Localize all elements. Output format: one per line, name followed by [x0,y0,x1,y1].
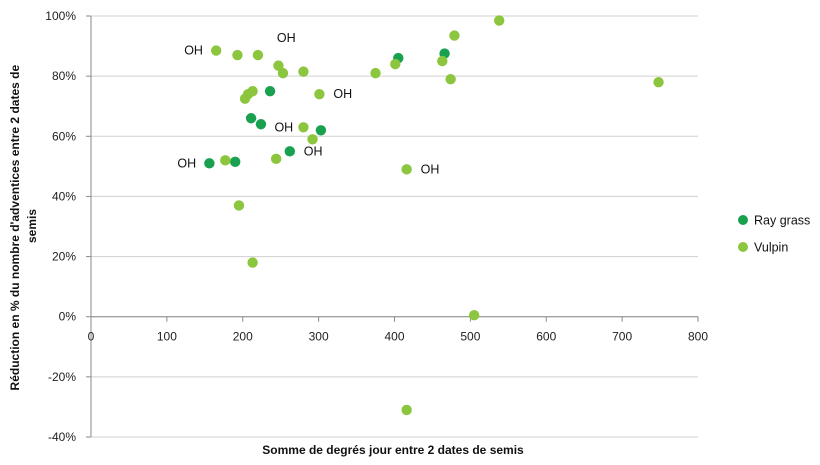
point-vulpin [437,55,448,67]
point-ray-grass [204,158,215,169]
x-tick-label: 400 [384,330,404,344]
point-vulpin [210,45,222,56]
point-ray-grass [315,125,327,136]
annotation-label: OH [274,120,293,134]
point-vulpin [314,88,325,100]
annotation-label: OH [184,44,203,58]
point-vulpin [401,404,412,416]
x-tick-label: 800 [688,330,708,344]
data-points [204,15,664,416]
x-tick-label: 500 [460,330,480,344]
legend-label-ray-grass: Ray grass [754,214,810,228]
point-vulpin [298,66,309,77]
annotation-label: OH [177,156,196,170]
y-axis-title-line-1: Réduction en % du nombre d'adventices en… [8,65,22,391]
point-ray-grass [264,85,276,97]
legend-marker-vulpin [738,242,748,252]
y-tick-label: 80% [52,69,76,83]
point-vulpin [401,164,412,175]
annotation-label: OH [277,31,296,45]
x-tick-label: 600 [536,330,556,344]
axes [86,15,699,438]
y-axis-title: Réduction en % du nombre d'adventices en… [8,62,39,391]
point-vulpin [247,85,258,97]
x-tick-label: 300 [309,330,329,344]
annotations: OH OH OH OH OH OH OH [177,31,439,176]
y-tick-labels: -40% -20% 0% 20% 40% 60% 80% 100% [45,9,76,444]
legend-label-vulpin: Vulpin [754,241,788,255]
x-axis-title: Somme de degrés jour entre 2 dates de se… [262,443,524,457]
point-vulpin [220,155,231,166]
x-tick-label: 200 [233,330,253,344]
legend-item-vulpin: Vulpin [738,241,788,255]
y-axis-title-line-2: semis [25,209,39,243]
point-ray-grass [229,156,241,168]
point-ray-grass [245,113,257,124]
point-vulpin [270,153,282,165]
point-vulpin [277,67,289,79]
y-tick-label: 60% [52,129,76,143]
point-vulpin [370,67,381,79]
y-tick-label: -40% [48,430,76,444]
point-vulpin [307,134,318,145]
point-vulpin [449,30,460,41]
point-vulpin [468,310,480,321]
gridlines [91,15,698,438]
x-tick-label: 100 [157,330,177,344]
point-vulpin [390,58,401,70]
point-vulpin [273,60,284,71]
y-tick-label: 100% [45,9,76,23]
point-ray-grass [255,119,267,130]
point-vulpin [247,257,258,268]
y-tick-label: 20% [52,250,76,264]
point-vulpin [252,49,264,61]
point-vulpin [494,15,505,26]
y-tick-label: 40% [52,189,76,203]
x-tick-label: 0 [88,330,95,344]
legend-item-ray-grass: Ray grass [738,214,810,228]
annotation-label: OH [421,162,440,176]
point-vulpin [653,76,664,88]
legend: Ray grass Vulpin [738,214,810,255]
annotation-label: OH [304,144,323,158]
y-tick-label: 0% [59,310,77,324]
point-vulpin [298,122,309,133]
point-vulpin [445,73,456,85]
point-ray-grass [284,146,295,157]
x-tick-label: 700 [612,330,632,344]
x-tick-labels: 0 100 200 300 400 500 600 700 800 [88,330,709,344]
point-vulpin [232,49,243,61]
legend-marker-ray-grass [738,215,748,225]
point-vulpin [233,200,245,211]
y-tick-label: -20% [48,370,76,384]
annotation-label: OH [333,87,352,101]
